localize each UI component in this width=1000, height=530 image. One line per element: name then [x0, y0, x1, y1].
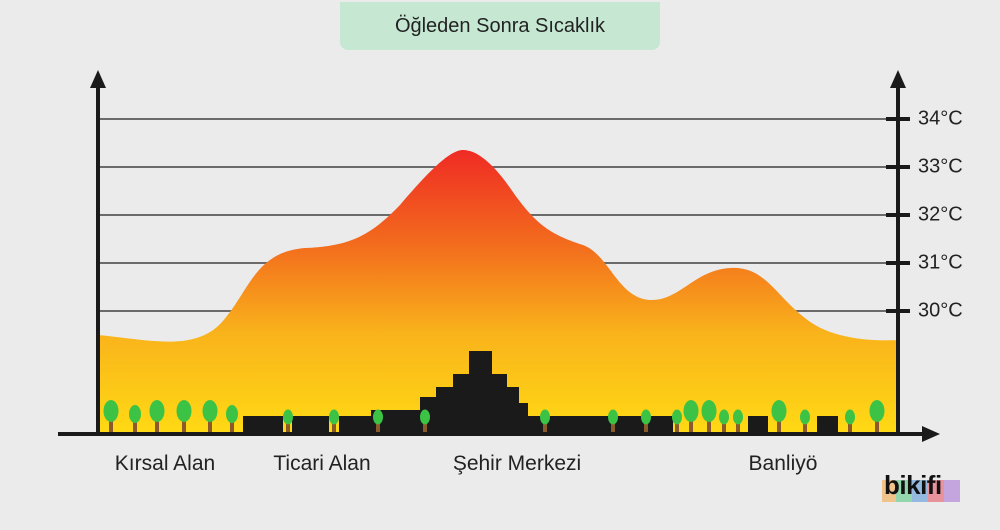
building — [469, 351, 492, 434]
temperature-label-32: 32°C — [918, 203, 963, 226]
zone-label-suburb: Banliyö — [748, 452, 818, 475]
tree — [771, 400, 787, 433]
tree — [641, 409, 651, 433]
temperature-label-33: 33°C — [918, 155, 963, 178]
tree — [202, 400, 218, 433]
tree — [103, 400, 119, 433]
building — [505, 387, 519, 434]
axis-arrowheads — [90, 70, 940, 442]
axes — [58, 82, 928, 436]
tree — [176, 400, 192, 433]
temperature-label-31: 31°C — [918, 251, 963, 274]
tree — [733, 409, 743, 433]
tree — [540, 409, 550, 433]
zone-label-rural: Kırsal Alan — [114, 452, 216, 475]
tree — [800, 409, 810, 433]
temperature-label-30: 30°C — [918, 299, 963, 322]
building — [292, 416, 329, 434]
building — [612, 416, 673, 434]
left-axis-arrow-icon — [90, 70, 106, 88]
tree — [683, 400, 699, 433]
building — [817, 416, 838, 434]
trees — [103, 400, 885, 433]
diagram-title: Öğleden Sonra Sıcaklık — [340, 2, 660, 50]
temperature-ticks — [886, 117, 910, 313]
tree — [283, 409, 293, 433]
building — [527, 416, 612, 434]
tree — [149, 400, 165, 433]
tree — [869, 400, 885, 433]
tree — [845, 409, 855, 433]
building — [339, 416, 374, 434]
tree — [373, 409, 383, 433]
x-axis-arrow-icon — [922, 426, 940, 442]
temperature-curve-area — [98, 150, 898, 432]
temperature-label-34: 34°C — [918, 107, 963, 130]
tree — [701, 400, 717, 433]
zone-label-commercial: Ticari Alan — [273, 452, 371, 475]
building — [453, 374, 470, 434]
brand-name: bikifi — [884, 470, 942, 500]
building — [436, 387, 454, 434]
tree — [608, 409, 618, 433]
right-axis-arrow-icon — [890, 70, 906, 88]
tree — [420, 409, 430, 433]
building — [748, 416, 768, 434]
tree — [226, 405, 238, 433]
tree — [129, 405, 141, 433]
zone-label-city-center: Şehir Merkezi — [452, 452, 582, 475]
building — [518, 403, 528, 434]
tree — [329, 409, 339, 433]
tree — [719, 409, 729, 433]
building — [243, 416, 283, 434]
building — [490, 374, 507, 434]
tree — [672, 409, 682, 433]
